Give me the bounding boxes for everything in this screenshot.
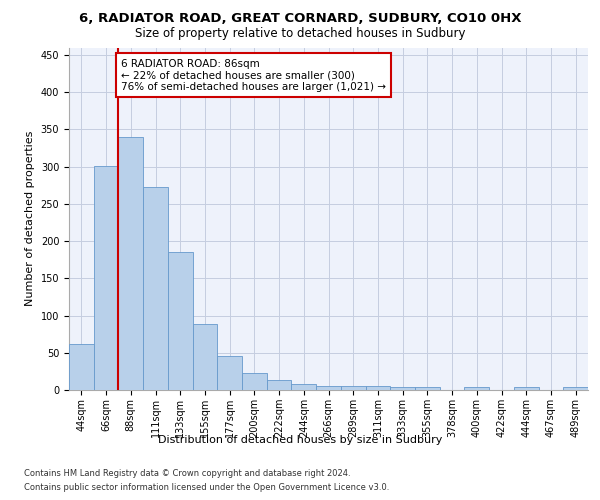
Bar [143, 188, 168, 390]
Text: Contains HM Land Registry data © Crown copyright and database right 2024.: Contains HM Land Registry data © Crown c… [24, 468, 350, 477]
Bar [242, 373, 267, 390]
Bar [563, 387, 588, 390]
Bar [390, 387, 415, 390]
Bar [193, 324, 217, 390]
Y-axis label: Number of detached properties: Number of detached properties [25, 131, 35, 306]
Text: Distribution of detached houses by size in Sudbury: Distribution of detached houses by size … [158, 435, 442, 445]
Bar [316, 386, 341, 390]
Bar [69, 344, 94, 390]
Bar [118, 137, 143, 390]
Bar [341, 386, 365, 390]
Bar [267, 380, 292, 390]
Bar [464, 387, 489, 390]
Bar [292, 384, 316, 390]
Bar [217, 356, 242, 390]
Bar [94, 166, 118, 390]
Bar [365, 386, 390, 390]
Text: Size of property relative to detached houses in Sudbury: Size of property relative to detached ho… [135, 28, 465, 40]
Text: 6, RADIATOR ROAD, GREAT CORNARD, SUDBURY, CO10 0HX: 6, RADIATOR ROAD, GREAT CORNARD, SUDBURY… [79, 12, 521, 26]
Text: 6 RADIATOR ROAD: 86sqm
← 22% of detached houses are smaller (300)
76% of semi-de: 6 RADIATOR ROAD: 86sqm ← 22% of detached… [121, 58, 386, 92]
Bar [514, 387, 539, 390]
Text: Contains public sector information licensed under the Open Government Licence v3: Contains public sector information licen… [24, 484, 389, 492]
Bar [168, 252, 193, 390]
Bar [415, 387, 440, 390]
